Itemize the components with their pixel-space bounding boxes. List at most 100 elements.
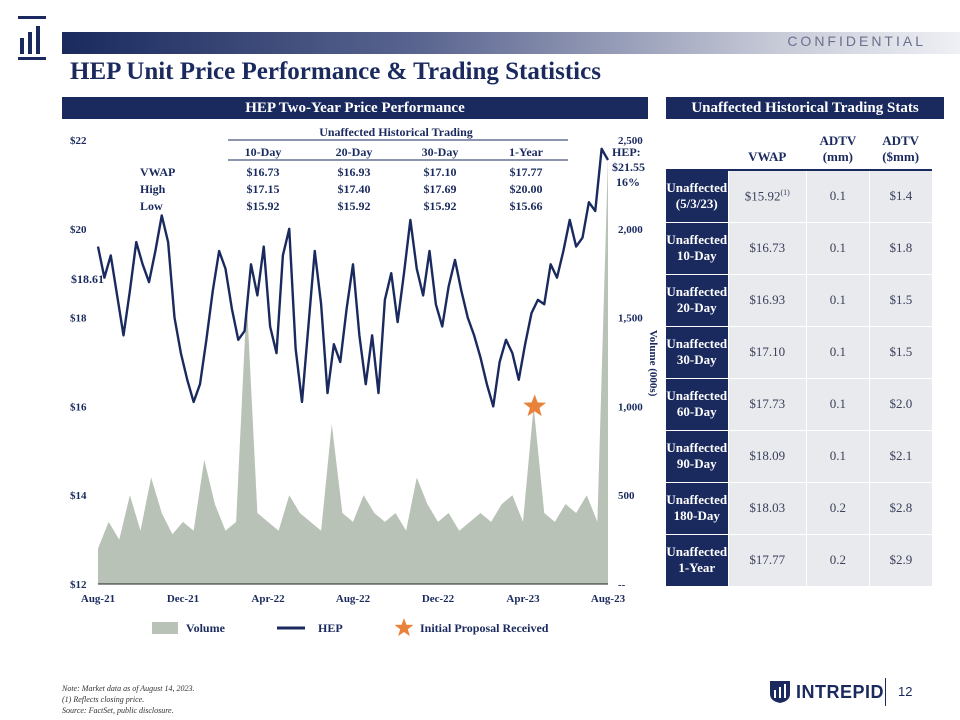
inset-table: Unaffected Historical Trading 10-Day 20-Da… xyxy=(140,125,568,213)
chart-axes: $12 $14 $16 $18 $20 $22 -- 500 1,000 1,500 2,000 2,… xyxy=(70,135,659,605)
brand-name: INTREPID xyxy=(796,681,885,702)
inset-cell: $15.92 xyxy=(338,199,371,213)
stats-row-label: Unaffected 1-Year xyxy=(666,534,728,587)
x-tick-label: Dec-21 xyxy=(167,593,199,605)
stats-row-label-line: 10-Day xyxy=(676,248,717,263)
stats-header-adtv-mm: ADTV (mm) xyxy=(806,128,870,171)
stats-vwap-value: $15.92 xyxy=(744,188,781,204)
stats-row-label-line: 1-Year xyxy=(678,560,716,575)
inset-column-header: 1-Year xyxy=(509,145,544,159)
price-volume-chart: $12 $14 $16 $18 $20 $22 -- 500 1,000 1,500 2,000 2,… xyxy=(70,125,659,637)
inset-cell: $17.77 xyxy=(510,165,543,179)
stats-vwap-cell: $16.93 xyxy=(727,274,807,327)
inset-cell: $16.73 xyxy=(247,165,280,179)
inset-cell: $17.10 xyxy=(424,165,457,179)
inset-cell: $15.92 xyxy=(424,199,457,213)
stats-row-label-line: Unaffected xyxy=(666,440,728,455)
stats-row: Unaffected 30-Day $17.10 0.1 $1.5 xyxy=(666,326,932,379)
y-tick-label: $14 xyxy=(70,490,87,502)
stats-row-label-line: Unaffected xyxy=(666,336,728,351)
stats-adtv-usd-cell: $2.9 xyxy=(868,534,932,587)
stats-row-label: Unaffected 30-Day xyxy=(666,326,728,379)
footnote-line: (1) Reflects closing price. xyxy=(62,695,145,704)
stats-row-label-line: 90-Day xyxy=(676,456,717,471)
stats-row-label: Unaffected 180-Day xyxy=(666,482,728,535)
y-tick-label: $16 xyxy=(70,401,87,413)
stats-vwap-cell: $18.09 xyxy=(727,430,807,483)
stats-adtv-mm-cell: 0.2 xyxy=(805,534,870,587)
page-title: HEP Unit Price Performance & Trading Sta… xyxy=(70,58,601,85)
inset-row-label: VWAP xyxy=(140,165,175,179)
stats-row-label-line: Unaffected xyxy=(666,180,728,196)
legend-volume-label: Volume xyxy=(186,621,226,635)
y2-tick-label: 2,500 xyxy=(618,135,643,147)
x-tick-label: Dec-22 xyxy=(422,593,455,605)
footnote-line: Source: FactSet, public disclosure. xyxy=(62,706,174,715)
inset-cell: $17.40 xyxy=(338,182,371,196)
stats-vwap-footnote: (1) xyxy=(780,188,790,198)
initial-proposal-star-icon xyxy=(523,394,547,417)
legend-star-icon xyxy=(394,618,414,637)
stats-row: Unaffected (5/3/23) $15.92(1) 0.1 $1.4 xyxy=(666,170,932,223)
left-section-title: HEP Two-Year Price Performance xyxy=(62,97,648,119)
y2-tick-label: 500 xyxy=(618,490,635,502)
stats-adtv-usd-cell: $2.1 xyxy=(868,430,932,483)
stats-adtv-usd-cell: $1.5 xyxy=(868,274,932,327)
inset-column-header: 30-Day xyxy=(422,145,459,159)
intrepid-logo-icon xyxy=(18,16,46,60)
stats-row: Unaffected 10-Day $16.73 0.1 $1.8 xyxy=(666,222,932,275)
stats-adtv-mm-cell: 0.2 xyxy=(805,482,870,535)
stats-vwap-value: $18.09 xyxy=(749,448,786,463)
x-tick-label: Aug-22 xyxy=(336,593,371,605)
stats-row: Unaffected 90-Day $18.09 0.1 $2.1 xyxy=(666,430,932,483)
stats-row-label-line: Unaffected xyxy=(666,544,728,559)
y2-tick-label: 1,500 xyxy=(618,313,643,325)
stats-row: Unaffected 20-Day $16.93 0.1 $1.5 xyxy=(666,274,932,327)
inset-column-header: 20-Day xyxy=(336,145,373,159)
inset-cell: $17.15 xyxy=(247,182,280,196)
x-tick-label: Aug-23 xyxy=(591,593,626,605)
y2-tick-label: -- xyxy=(618,579,626,591)
stats-row: Unaffected 60-Day $17.73 0.1 $2.0 xyxy=(666,378,932,431)
stats-row: Unaffected 180-Day $18.03 0.2 $2.8 xyxy=(666,482,932,535)
inset-table-title: Unaffected Historical Trading xyxy=(319,125,473,139)
stats-row-label-line: Unaffected xyxy=(666,232,728,247)
stats-vwap-cell: $15.92(1) xyxy=(727,170,807,223)
y-tick-label: $22 xyxy=(70,135,87,147)
stats-header-row: VWAP ADTV (mm) ADTV ($mm) xyxy=(666,128,932,171)
x-tick-label: Apr-23 xyxy=(506,593,540,605)
stats-vwap-cell: $17.73 xyxy=(727,378,807,431)
stats-row-label: Unaffected 90-Day xyxy=(666,430,728,483)
stats-vwap-value: $16.93 xyxy=(749,292,786,307)
stats-adtv-usd-cell: $2.8 xyxy=(868,482,932,535)
stats-row-label-line: 180-Day xyxy=(673,508,720,523)
stats-adtv-mm-cell: 0.1 xyxy=(805,430,870,483)
stats-vwap-value: $16.73 xyxy=(749,240,786,255)
inset-cell: $17.69 xyxy=(424,182,457,196)
legend-hep-label: HEP xyxy=(318,621,343,635)
stats-row-label: Unaffected (5/3/23) xyxy=(666,170,728,223)
x-tick-label: Apr-22 xyxy=(251,593,285,605)
page-number: 12 xyxy=(898,684,913,699)
y-tick-label: $12 xyxy=(70,579,87,591)
stats-adtv-mm-cell: 0.1 xyxy=(805,326,870,379)
inset-row-label: Low xyxy=(140,199,163,213)
stats-vwap-cell: $18.03 xyxy=(727,482,807,535)
x-tick-label: Aug-21 xyxy=(81,593,115,605)
stats-row-label: Unaffected 10-Day xyxy=(666,222,728,275)
stats-adtv-usd-cell: $2.0 xyxy=(868,378,932,431)
header-gradient-bar xyxy=(62,32,960,54)
chart-legend: Volume HEP Initial Proposal Received xyxy=(152,618,549,637)
stats-header-vwap: VWAP xyxy=(728,128,807,171)
stats-row-label-line: Unaffected xyxy=(666,284,728,299)
stats-adtv-mm-cell: 0.1 xyxy=(805,222,870,275)
brand-shield-icon xyxy=(770,681,790,703)
legend-proposal-label: Initial Proposal Received xyxy=(420,621,549,635)
y2-tick-label: 1,000 xyxy=(618,401,643,413)
unaffected-marker-label: $18.61 xyxy=(71,272,104,286)
stats-row-label-line: Unaffected xyxy=(666,492,728,507)
footnote-line: Note: Market data as of August 14, 2023. xyxy=(62,684,195,693)
stats-vwap-value: $17.77 xyxy=(749,552,786,567)
stats-adtv-usd-cell: $1.5 xyxy=(868,326,932,379)
